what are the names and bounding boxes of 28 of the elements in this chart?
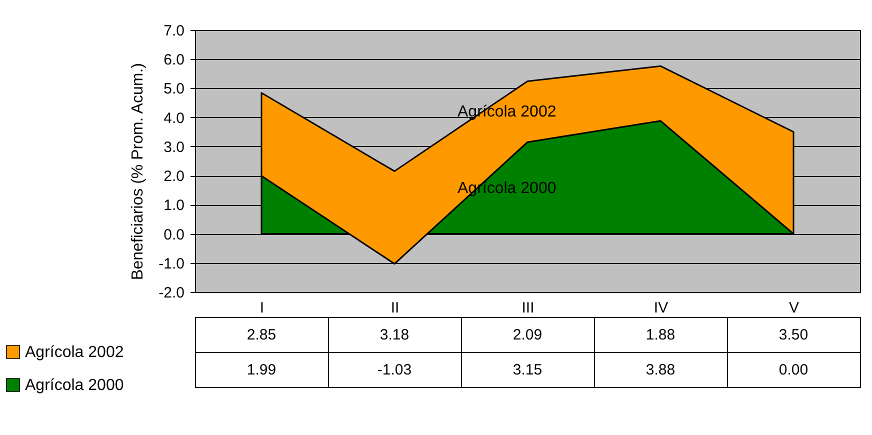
data-label: 2.09 — [512, 326, 542, 344]
data-label: 1.99 — [246, 362, 276, 378]
x-tick-label: II — [390, 300, 400, 316]
y-tick-label: 1.0 — [164, 197, 184, 214]
y-tick-label: 5.0 — [164, 80, 184, 98]
y-tick-label: 7.0 — [164, 22, 184, 40]
y-tick-label: -2.0 — [158, 284, 184, 302]
data-label: 2.85 — [246, 326, 276, 344]
data-label: 3.18 — [380, 326, 410, 344]
y-tick-label: -1.0 — [158, 255, 184, 272]
data-label: -1.03 — [377, 362, 412, 378]
y-tick-label: 0.0 — [164, 226, 184, 244]
data-label: 0.00 — [778, 362, 808, 378]
y-tick-label: 6.0 — [164, 52, 184, 69]
x-tick-label: III — [522, 300, 534, 316]
x-tick-label: I — [260, 300, 264, 316]
y-tick-label: 2.0 — [164, 168, 184, 186]
data-label: 3.50 — [778, 326, 808, 344]
legend-label: Agrícola 2000 — [25, 377, 124, 394]
x-tick-label: IV — [654, 300, 668, 316]
y-tick-label: 4.0 — [164, 110, 184, 127]
y-axis-title: Beneficiarios (% Prom. Acum.) — [130, 63, 146, 280]
data-label: 1.88 — [646, 326, 676, 344]
data-label: 3.88 — [646, 362, 676, 378]
x-tick-label: V — [788, 300, 800, 316]
data-label: 3.15 — [512, 362, 542, 378]
y-tick-label: 3.0 — [164, 138, 184, 156]
legend-label: Agrícola 2002 — [25, 344, 124, 361]
